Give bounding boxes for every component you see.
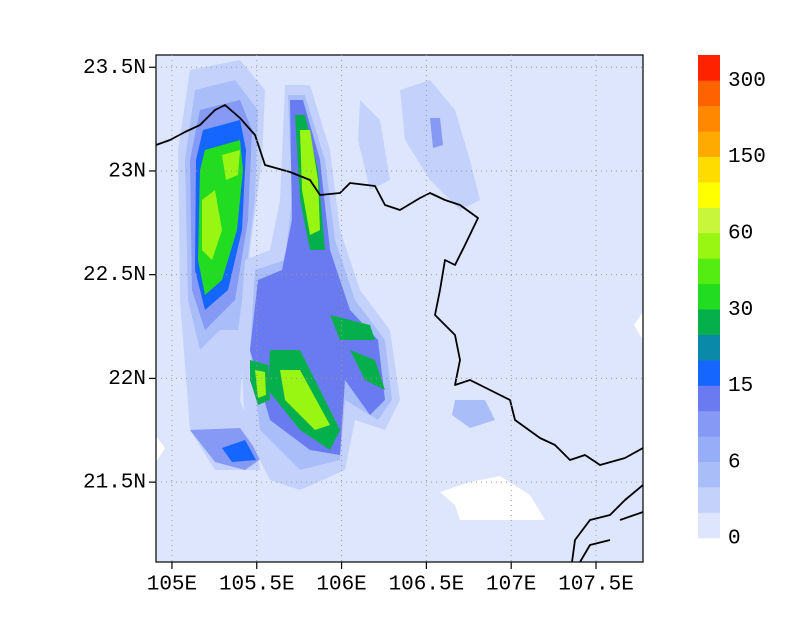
- y-tick-label: 21.5N: [83, 472, 146, 495]
- colorbar-swatch: [698, 512, 720, 539]
- contour: [202, 150, 240, 260]
- x-tick-label: 105E: [147, 574, 197, 597]
- colorbar-swatch: [698, 105, 720, 132]
- colorbar-label: 300: [728, 70, 766, 93]
- plot-frame: [155, 54, 644, 563]
- colorbar-label: 150: [728, 146, 766, 169]
- colorbar-label: 15: [728, 375, 753, 398]
- colorbar-swatch: [698, 283, 720, 310]
- colorbar-swatch: [698, 80, 720, 107]
- contour: [430, 118, 443, 148]
- y-tick-label: 23.5N: [83, 57, 146, 80]
- x-tick-label: 106E: [316, 574, 366, 597]
- x-tick-label: 105.5E: [219, 574, 295, 597]
- colorbar-swatch: [698, 461, 720, 488]
- colorbar-swatch: [698, 207, 720, 234]
- contour: [222, 440, 256, 462]
- colorbar-label: 6: [728, 451, 741, 474]
- y-tick-label: 22N: [108, 368, 146, 391]
- coastline: [571, 484, 643, 562]
- y-tick-label: 23N: [108, 161, 146, 184]
- boundary-line: [156, 104, 643, 466]
- contour: [255, 130, 330, 430]
- colorbar-swatch: [698, 55, 720, 81]
- contour-field: [156, 55, 643, 562]
- colorbar-swatch: [698, 487, 720, 513]
- colorbar-swatch: [698, 131, 720, 157]
- contour: [452, 400, 495, 428]
- colorbar-swatch: [698, 309, 720, 335]
- colorbar-swatch: [698, 410, 720, 437]
- colorbar-swatch: [698, 232, 720, 259]
- colorbar-swatch: [698, 385, 720, 412]
- colorbar-swatch: [698, 156, 720, 183]
- colorbar-label: 60: [728, 222, 753, 245]
- colorbar-swatch: [698, 334, 720, 361]
- y-tick-label: 22.5N: [83, 264, 146, 287]
- colorbar-swatch: [698, 258, 720, 285]
- contour: [250, 115, 385, 450]
- x-tick-label: 107.5E: [558, 574, 634, 597]
- colorbar-swatch: [698, 182, 720, 208]
- colorbar-swatch: [698, 436, 720, 463]
- colorbar-label: 0: [728, 528, 741, 551]
- colorbar-label: 30: [728, 299, 753, 322]
- contour: [358, 80, 480, 210]
- x-tick-label: 106.5E: [389, 574, 465, 597]
- colorbar-swatch: [698, 360, 720, 386]
- x-tick-label: 107E: [486, 574, 536, 597]
